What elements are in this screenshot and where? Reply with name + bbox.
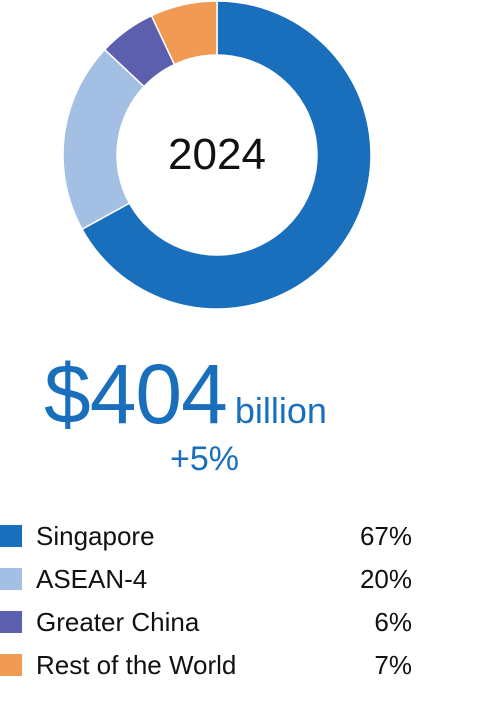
donut-chart: 2024 [62,0,372,310]
legend-swatch [0,611,22,633]
legend-item-singapore: Singapore 67% [0,516,489,559]
legend-value: 67% [359,521,412,551]
total-amount: $404 [44,347,228,441]
legend-value: 20% [359,564,412,594]
legend-item-greater-china: Greater China 6% [0,602,489,645]
growth-change: +5% [170,440,239,478]
legend-swatch [0,525,22,547]
total-value: $404 billion [44,352,327,442]
center-year-label: 2024 [168,130,266,179]
total-unit: billion [234,390,327,431]
legend-value: 7% [374,650,412,680]
legend-label: Singapore [36,521,155,551]
legend-label: ASEAN-4 [36,564,148,594]
legend-swatch [0,568,22,590]
donut-slices [62,0,372,310]
donut-slice-rest-of-the-world [150,0,218,66]
legend-label: Greater China [36,607,200,637]
donut-slice-singapore [81,0,372,310]
legend-swatch [0,654,22,676]
legend-item-rest-of-the-world: Rest of the World 7% [0,645,489,688]
legend-label: Rest of the World [36,650,237,680]
legend-value: 6% [374,607,412,637]
legend: Singapore 67% ASEAN-4 20% Greater China … [0,516,489,688]
donut-slice-asean-4 [62,48,146,231]
legend-item-asean-4: ASEAN-4 20% [0,559,489,602]
